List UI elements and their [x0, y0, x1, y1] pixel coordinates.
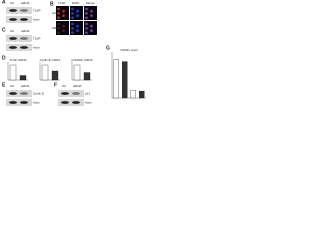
band: [9, 18, 17, 21]
nucleus: [85, 22, 88, 26]
nucleus: [85, 7, 88, 11]
row-label: ctrl: [52, 11, 56, 15]
bar: [122, 61, 128, 99]
band: [9, 92, 17, 95]
page: {"panels": [ {"label": "A", "lanes": ["c…: [0, 0, 150, 108]
column-label: DAPI: [72, 1, 79, 5]
bar: [9, 64, 17, 81]
lane-label: ctrl: [62, 84, 66, 88]
blot-strip: [6, 90, 32, 97]
band: [9, 37, 17, 40]
nucleus: [85, 31, 88, 35]
panel-label: A: [2, 0, 6, 5]
nucleus: [85, 12, 88, 15]
bar: [113, 59, 119, 99]
blot-strip: [6, 44, 32, 51]
panel-label: F: [54, 82, 57, 88]
row-label: Actin: [33, 45, 40, 49]
band: [9, 46, 17, 49]
lane-label: siRNA: [73, 84, 82, 88]
row-label: TLSP: [33, 8, 41, 12]
lane-label: siRNA: [21, 1, 30, 5]
panel-label: D: [2, 55, 6, 61]
panel-label: E: [2, 82, 6, 88]
band: [20, 37, 28, 40]
nucleus: [71, 31, 74, 35]
nucleus: [90, 14, 93, 17]
nucleus: [71, 12, 74, 15]
lane-label: ctrl: [10, 1, 14, 5]
column-label: Merge: [86, 1, 95, 5]
bar: [51, 70, 59, 81]
nucleus: [62, 9, 65, 13]
nucleus: [57, 12, 60, 15]
row-label: p21: [85, 91, 90, 95]
row-label: siRNA: [52, 26, 61, 30]
blot-strip: [6, 7, 32, 14]
nucleus: [57, 22, 60, 26]
chart-title: NADP+ level: [120, 48, 137, 52]
nucleus: [57, 27, 60, 30]
nucleus: [62, 14, 65, 17]
lane-label: ctrl: [10, 84, 14, 88]
nucleus: [71, 22, 74, 26]
nucleus: [71, 16, 74, 20]
nucleus: [71, 27, 74, 30]
bar: [41, 64, 49, 81]
nucleus: [85, 16, 88, 20]
band: [20, 92, 28, 95]
blot-strip: [6, 16, 32, 23]
nucleus: [57, 16, 60, 20]
row-label: Actin: [33, 17, 40, 21]
blot-strip: [6, 99, 32, 106]
band: [20, 101, 28, 104]
bar: [19, 75, 27, 81]
band: [20, 46, 28, 49]
blot-strip: [6, 35, 32, 42]
blot-strip: [58, 99, 84, 106]
band: [20, 18, 28, 21]
column-label: TLSP: [58, 1, 66, 5]
bar: [130, 90, 136, 99]
band: [20, 9, 28, 12]
nucleus: [62, 24, 65, 28]
nucleus: [57, 7, 60, 11]
nucleus: [90, 29, 93, 32]
nucleus: [76, 9, 79, 13]
row-label: Actin: [85, 100, 92, 104]
lane-label: siRNA: [21, 84, 30, 88]
band: [61, 92, 69, 95]
panel-label: C: [2, 27, 6, 33]
bar: [83, 72, 91, 81]
nucleus: [62, 29, 65, 32]
row-label: Cyclin E: [33, 91, 44, 95]
band: [72, 101, 80, 104]
chart-title: Cyclin E mRNA: [40, 58, 61, 62]
nucleus: [71, 7, 74, 11]
band: [9, 9, 17, 12]
panel-label: G: [106, 45, 110, 51]
nucleus: [76, 29, 79, 32]
band: [9, 101, 17, 104]
nucleus: [90, 9, 93, 13]
nucleus: [90, 24, 93, 28]
micrograph: [56, 21, 69, 35]
bar: [73, 64, 81, 81]
chart-title: p21WAF mRNA: [71, 58, 92, 62]
lane-label: siRNA: [21, 29, 30, 33]
band: [61, 101, 69, 104]
panel-label: B: [50, 1, 54, 7]
row-label: TLSP: [33, 36, 41, 40]
nucleus: [76, 24, 79, 28]
nucleus: [76, 14, 79, 17]
row-label: Actin: [33, 100, 40, 104]
nucleus: [85, 27, 88, 30]
lane-label: ctrl: [10, 29, 14, 33]
nucleus: [57, 31, 60, 35]
blot-strip: [58, 90, 84, 97]
bar: [139, 90, 145, 99]
chart-title: TLSP mRNA: [9, 58, 26, 62]
band: [72, 92, 80, 95]
